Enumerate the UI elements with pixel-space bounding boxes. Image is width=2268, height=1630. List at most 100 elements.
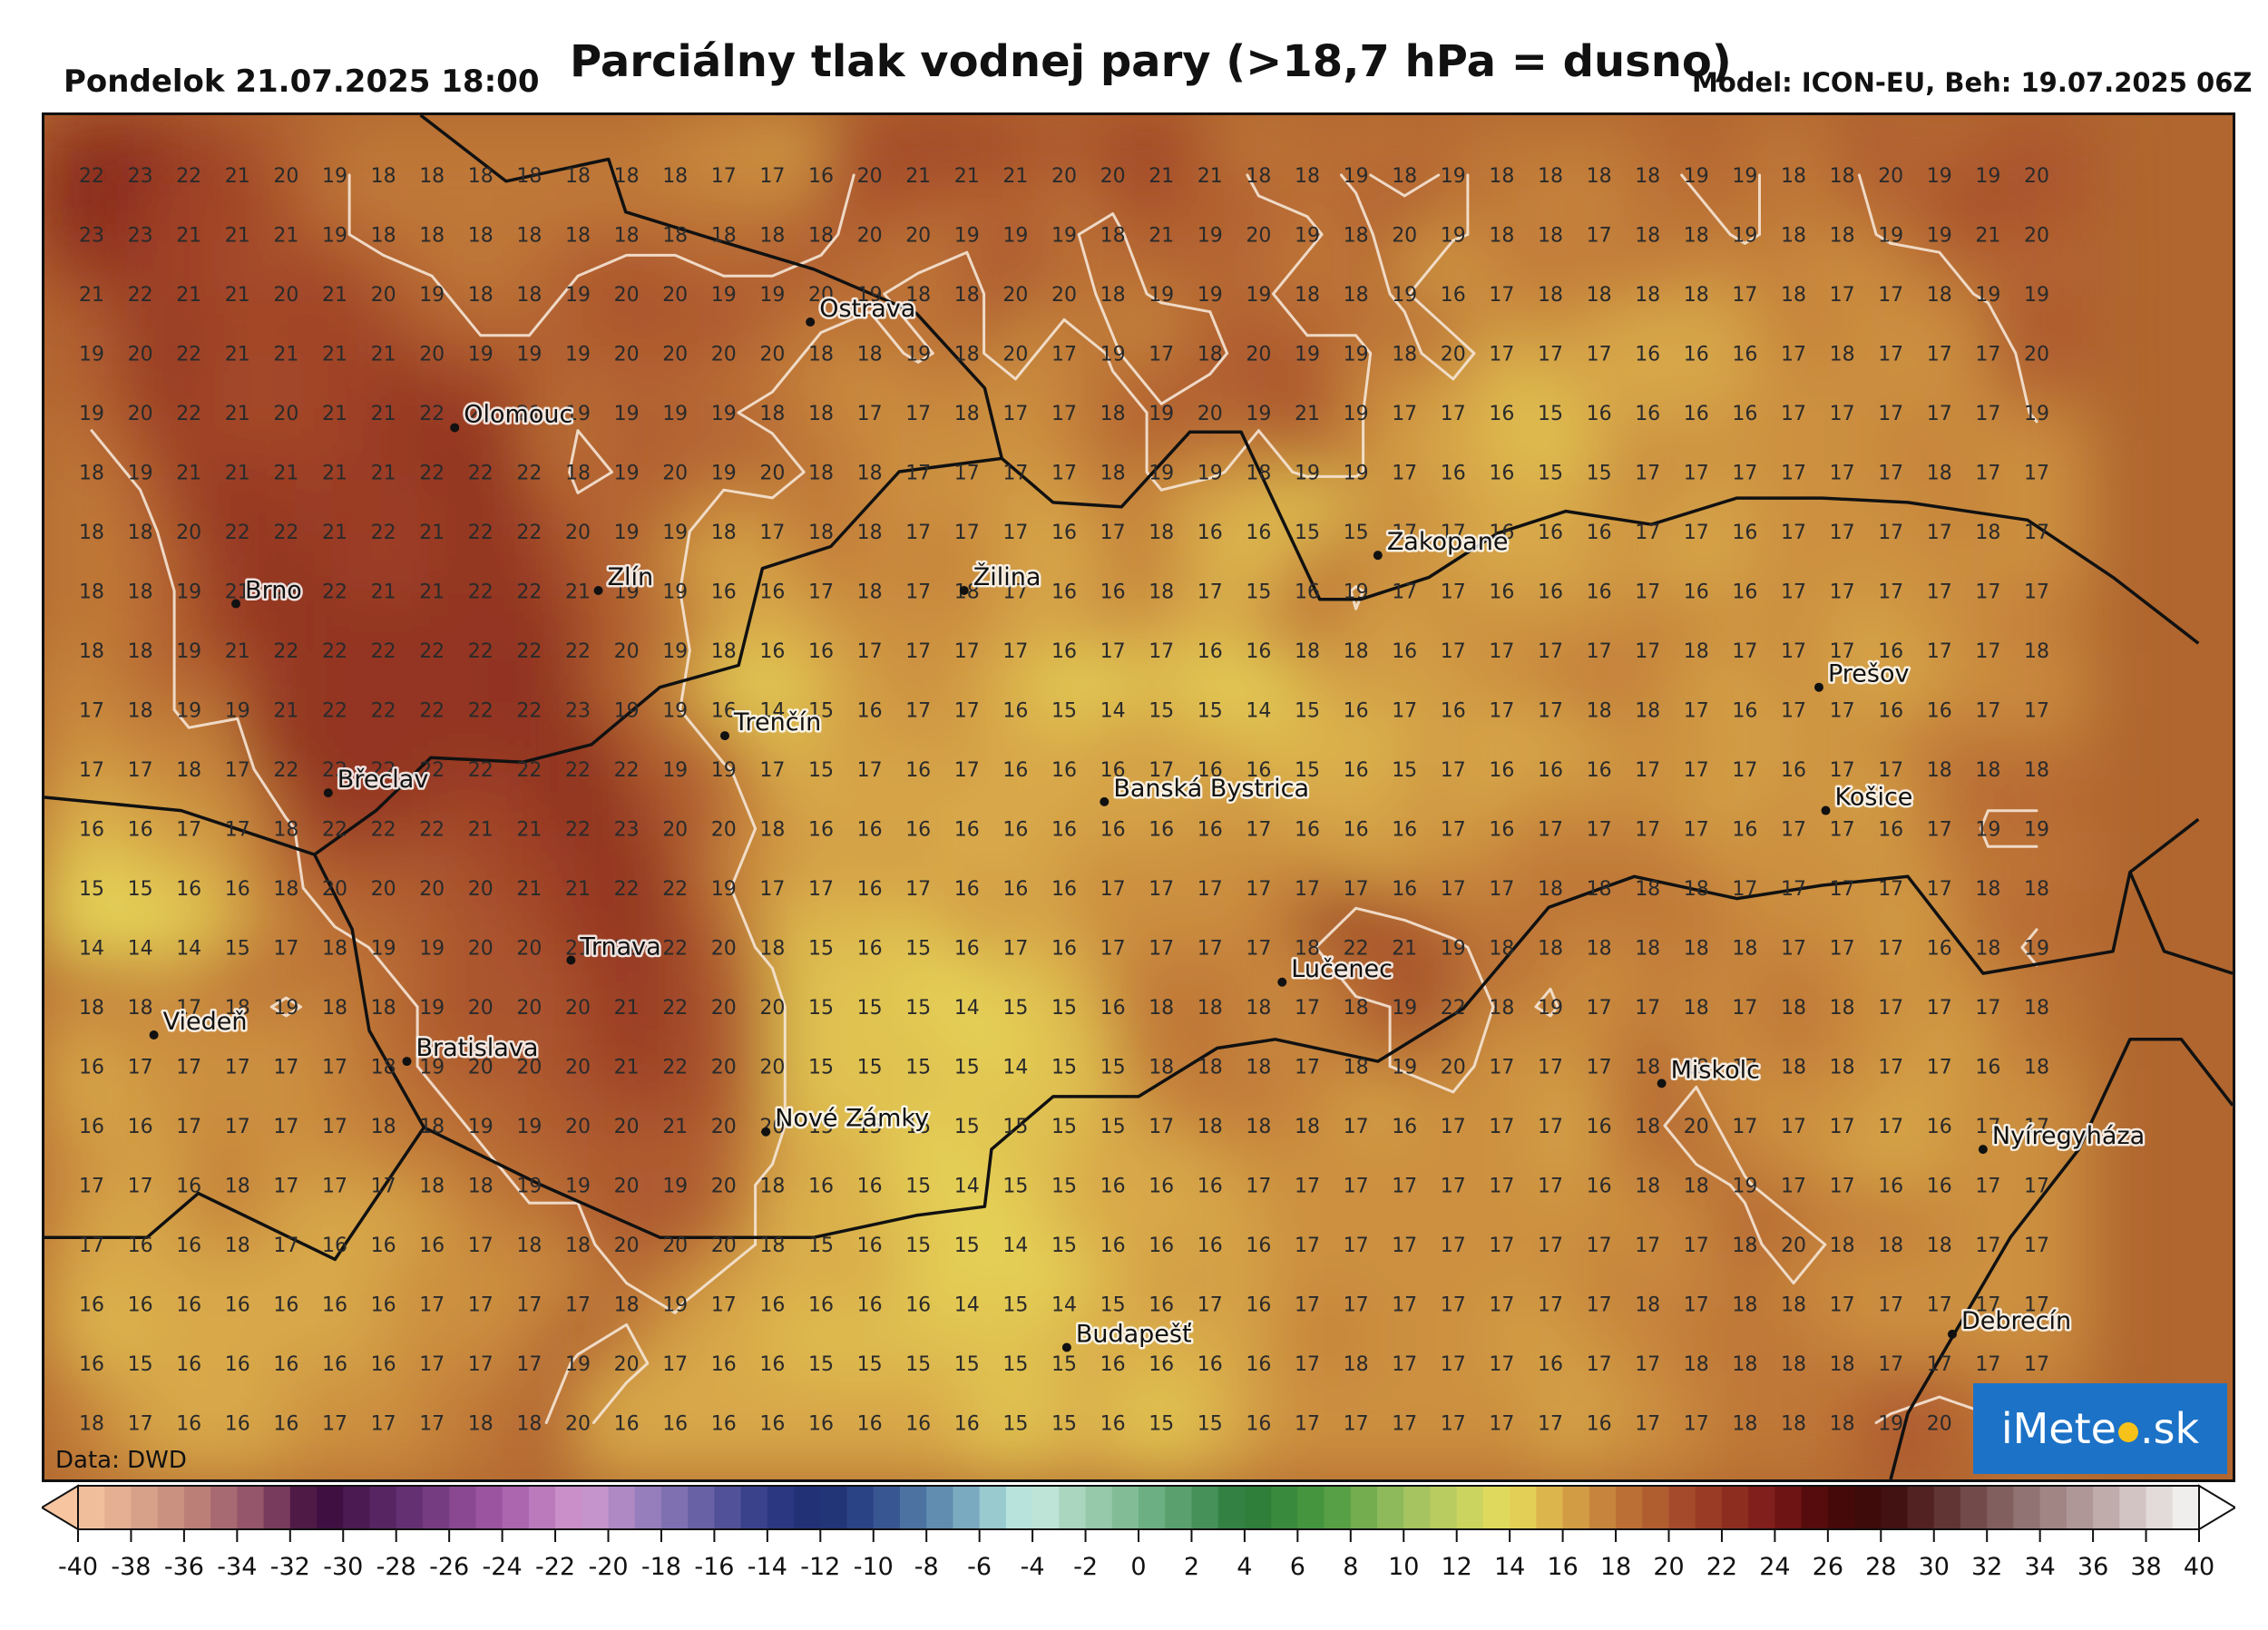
grid-value: 18 xyxy=(1246,463,1271,485)
grid-value: 18 xyxy=(1830,1413,1855,1436)
grid-value: 17 xyxy=(371,1413,396,1436)
colorbar-tick-label: 4 xyxy=(1237,1553,1253,1581)
grid-value: 15 xyxy=(1392,759,1417,782)
grid-value: 17 xyxy=(1781,700,1806,723)
grid-value: 19 xyxy=(419,284,445,307)
grid-value: 18 xyxy=(1830,165,1855,188)
grid-value: 20 xyxy=(1002,284,1028,307)
grid-value: 16 xyxy=(1246,1294,1271,1317)
grid-value: 16 xyxy=(1295,581,1320,604)
imeteo-logo[interactable]: iMete .sk xyxy=(1973,1383,2227,1474)
grid-value: 18 xyxy=(1149,997,1174,1020)
grid-value: 16 xyxy=(857,700,883,723)
grid-value: 22 xyxy=(468,700,494,723)
grid-value: 17 xyxy=(1489,1235,1514,1257)
grid-value: 15 xyxy=(1100,1294,1126,1317)
grid-value: 17 xyxy=(2024,1235,2049,1257)
colorbar-swatch xyxy=(1217,1486,1246,1529)
grid-value: 18 xyxy=(565,165,591,188)
grid-value: 18 xyxy=(419,165,445,188)
grid-value: 20 xyxy=(371,284,396,307)
grid-value: 17 xyxy=(1684,819,1709,842)
grid-value: 18 xyxy=(614,165,640,188)
grid-value: 16 xyxy=(1198,640,1223,663)
grid-value: 17 xyxy=(954,463,980,485)
grid-value: 22 xyxy=(371,759,396,782)
colorbar-swatch xyxy=(131,1486,159,1529)
colorbar-swatch xyxy=(2146,1486,2174,1529)
grid-value: 22 xyxy=(468,640,494,663)
grid-value: 15 xyxy=(1051,1176,1077,1198)
grid-value: 18 xyxy=(1295,1116,1320,1138)
colorbar-swatch xyxy=(714,1486,742,1529)
grid-value: 19 xyxy=(614,403,640,425)
colorbar-tick-label: 24 xyxy=(1759,1553,1791,1581)
grid-value: 18 xyxy=(1781,165,1806,188)
grid-value: 19 xyxy=(1344,463,1369,485)
grid-value: 16 xyxy=(1002,819,1028,842)
city-marker xyxy=(761,1127,771,1137)
grid-value: 17 xyxy=(1975,640,2000,663)
grid-value: 21 xyxy=(662,1116,688,1138)
grid-value: 18 xyxy=(128,522,153,544)
grid-value: 22 xyxy=(371,522,396,544)
grid-value: 19 xyxy=(1392,284,1417,307)
colorbar-tick-label: 38 xyxy=(2130,1553,2162,1581)
grid-value: 20 xyxy=(516,997,542,1020)
grid-value: 21 xyxy=(614,997,640,1020)
grid-value: 17 xyxy=(1489,1294,1514,1317)
grid-value: 20 xyxy=(905,225,931,248)
grid-value: 18 xyxy=(516,165,542,188)
grid-value: 17 xyxy=(1635,997,1660,1020)
grid-value: 21 xyxy=(371,403,396,425)
grid-value: 16 xyxy=(857,938,883,961)
grid-value: 17 xyxy=(1927,1294,1952,1317)
grid-value: 19 xyxy=(176,640,201,663)
grid-value: 16 xyxy=(808,1413,834,1436)
grid-value: 15 xyxy=(808,997,834,1020)
grid-value: 22 xyxy=(516,700,542,723)
grid-value: 17 xyxy=(1051,403,1077,425)
grid-value: 18 xyxy=(2024,759,2049,782)
grid-value: 18 xyxy=(857,463,883,485)
grid-value: 16 xyxy=(176,1353,201,1376)
colorbar-swatch xyxy=(78,1486,105,1529)
grid-value: 18 xyxy=(128,640,153,663)
grid-value: 17 xyxy=(1538,1235,1563,1257)
city-label: Nyíregyháza xyxy=(1992,1122,2145,1150)
grid-value: 17 xyxy=(1344,1116,1369,1138)
grid-value: 19 xyxy=(2024,938,2049,961)
grid-value: 17 xyxy=(857,759,883,782)
grid-value: 20 xyxy=(759,997,785,1020)
grid-value: 17 xyxy=(1587,225,1612,248)
grid-value: 17 xyxy=(1975,1294,2000,1317)
grid-value: 16 xyxy=(759,1413,785,1436)
grid-value: 21 xyxy=(225,403,250,425)
grid-value: 16 xyxy=(1051,878,1077,901)
grid-value: 18 xyxy=(1149,522,1174,544)
grid-value: 21 xyxy=(225,225,250,248)
grid-value: 20 xyxy=(468,938,494,961)
grid-value: 20 xyxy=(711,1057,737,1079)
grid-value: 16 xyxy=(176,878,201,901)
